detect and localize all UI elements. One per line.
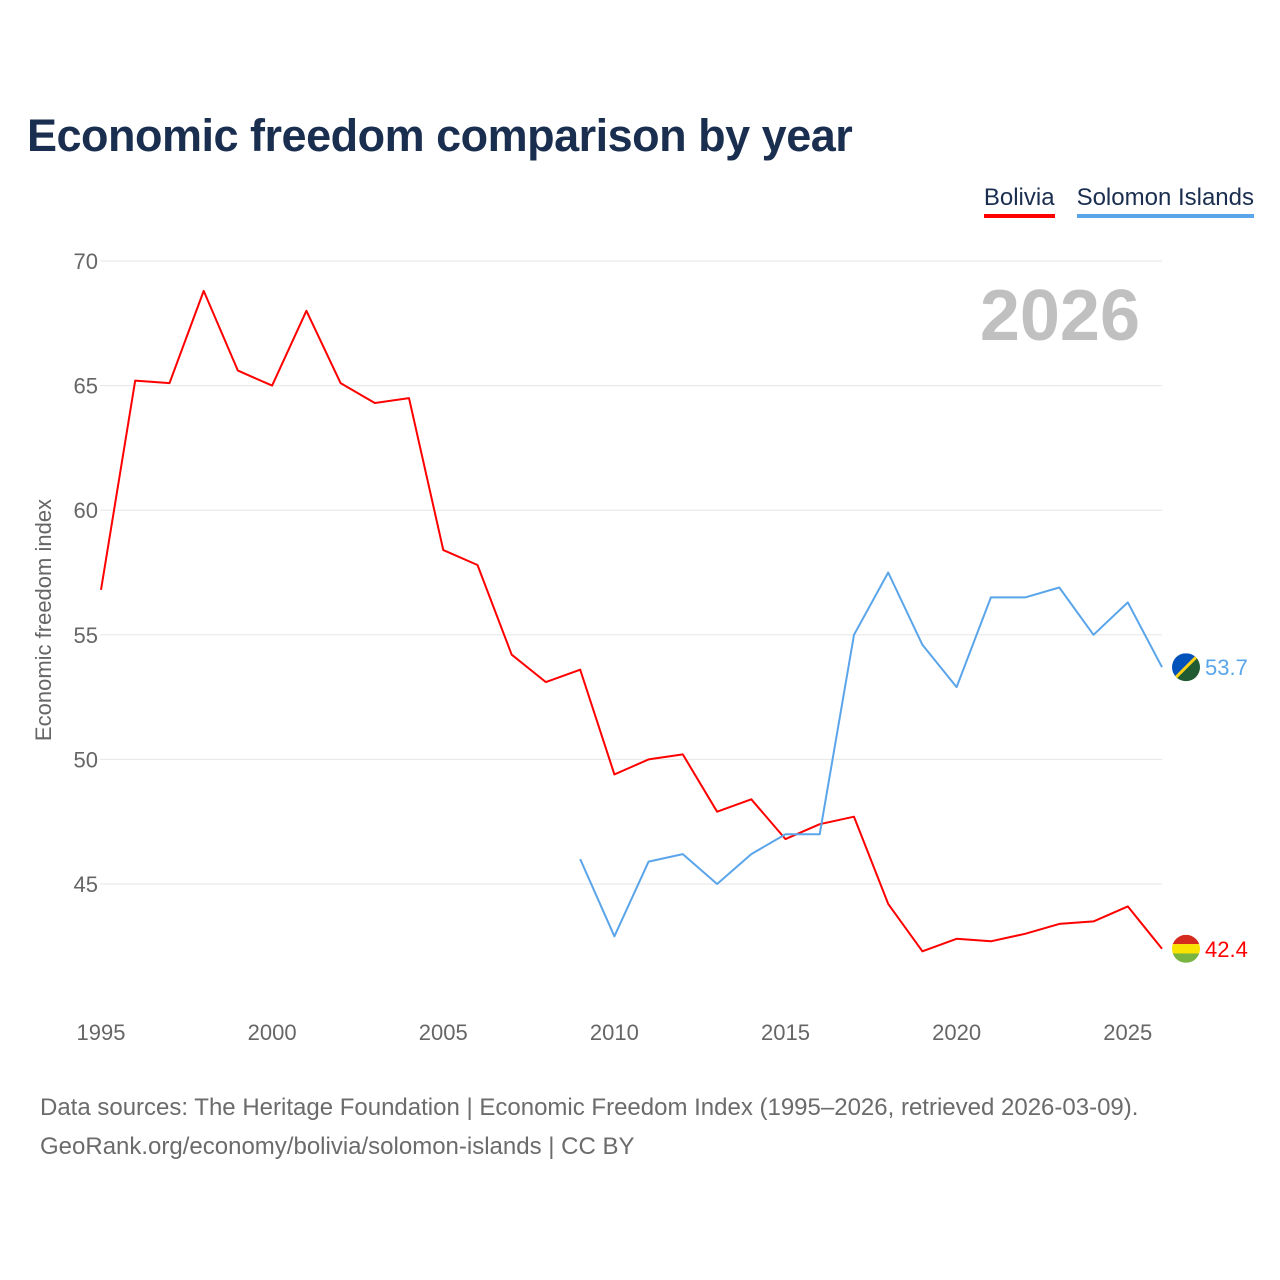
year-watermark: 2026 — [980, 276, 1140, 356]
legend-bolivia[interactable]: Bolivia — [983, 184, 1055, 218]
y-tick-label: 50 — [74, 747, 98, 772]
source-note: Data sources: The Heritage Foundation | … — [40, 1088, 1138, 1166]
legend: Bolivia Solomon Islands — [983, 184, 1254, 218]
x-tick-label: 1995 — [77, 1020, 126, 1045]
x-tick-label: 2020 — [932, 1020, 981, 1045]
legend-solomon-islands[interactable]: Solomon Islands — [1076, 184, 1254, 218]
solomon-islands-flag-icon — [1172, 653, 1200, 682]
x-tick-label: 2005 — [419, 1020, 468, 1045]
y-tick-label: 60 — [74, 498, 98, 523]
end-value-label: 53.7 — [1205, 655, 1248, 680]
series-line-solomon-islands — [579, 571, 1163, 938]
x-tick-label: 2010 — [590, 1020, 639, 1045]
y-tick-label: 45 — [74, 872, 98, 897]
y-tick-label: 65 — [74, 374, 98, 399]
chart-title: Economic freedom comparison by year — [27, 110, 853, 161]
y-tick-label: 55 — [74, 623, 98, 648]
source-line: Data sources: The Heritage Foundation | … — [40, 1094, 1139, 1121]
series-line-bolivia — [100, 289, 1163, 953]
source-link[interactable]: GeoRank.org/economy/bolivia/solomon-isla… — [40, 1133, 635, 1160]
y-axis-label: Economic freedom index — [31, 499, 56, 741]
y-tick-label: 70 — [74, 249, 98, 274]
end-value-label: 42.4 — [1205, 937, 1248, 962]
bolivia-flag-icon — [1172, 934, 1200, 963]
x-tick-label: 2025 — [1103, 1020, 1152, 1045]
x-tick-label: 2000 — [248, 1020, 297, 1045]
x-tick-label: 2015 — [761, 1020, 810, 1045]
